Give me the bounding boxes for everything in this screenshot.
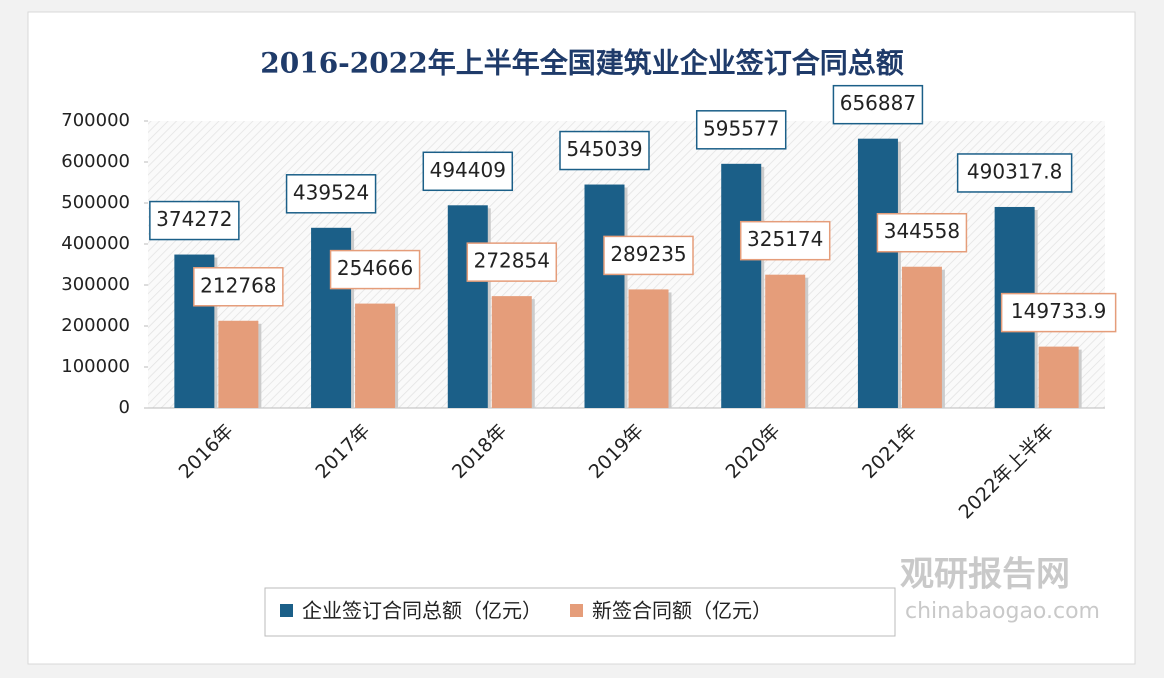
bar	[447, 205, 488, 408]
watermark-name: 观研报告网	[900, 555, 1070, 595]
data-label: 656887	[832, 84, 924, 125]
bar	[491, 296, 532, 408]
data-label-text: 212768	[200, 273, 276, 297]
data-label-text: 272854	[474, 249, 550, 273]
y-tick-label: 0	[119, 397, 130, 418]
data-label-box	[329, 249, 421, 290]
data-label: 289235	[603, 235, 694, 276]
bar	[628, 289, 669, 408]
data-label-text: 374272	[156, 207, 232, 231]
data-label: 494409	[422, 151, 514, 192]
legend-label: 企业签订合同总额（亿元）	[302, 599, 542, 623]
data-label: 374272	[149, 200, 240, 241]
legend-swatch	[570, 604, 583, 617]
bar	[901, 266, 942, 408]
y-tick-label: 400000	[61, 233, 130, 254]
data-label-text: 325174	[747, 227, 823, 251]
chart-title: 2016-2022年上半年全国建筑业企业签订合同总额	[260, 47, 903, 80]
data-label-box	[739, 220, 831, 261]
data-label: 490317.8	[956, 153, 1073, 193]
data-label: 595577	[695, 110, 787, 150]
data-label-box	[559, 130, 650, 171]
data-label-text: 595577	[703, 116, 779, 140]
data-label: 149733.9	[1000, 292, 1117, 333]
data-label: 344558	[876, 212, 968, 253]
y-tick-label: 100000	[61, 356, 130, 377]
bar	[584, 184, 625, 408]
watermark-url: chinabaogao.com	[905, 599, 1100, 624]
bar	[721, 163, 762, 408]
data-label: 545039	[559, 130, 650, 171]
data-label: 212768	[193, 267, 284, 307]
data-label-box	[695, 110, 787, 150]
data-label-text: 344558	[884, 219, 960, 243]
bar	[218, 320, 259, 408]
bar	[1038, 346, 1079, 408]
data-label-box	[876, 212, 968, 253]
y-tick-label: 300000	[61, 274, 130, 295]
data-label-text: 545039	[566, 137, 642, 161]
data-label-text: 656887	[840, 91, 916, 115]
data-label-text: 439524	[293, 180, 369, 204]
y-tick-label: 700000	[61, 110, 130, 131]
bar	[765, 274, 806, 408]
data-label: 439524	[285, 174, 377, 214]
y-tick-label: 500000	[61, 192, 130, 213]
y-tick-label: 200000	[61, 315, 130, 336]
data-label: 272854	[466, 242, 558, 282]
data-label-box	[422, 151, 514, 192]
data-label-box	[603, 235, 694, 276]
data-label-box	[832, 84, 924, 125]
data-label: 325174	[739, 220, 831, 261]
data-label-text: 494409	[430, 158, 506, 182]
data-label-box	[956, 153, 1073, 193]
bar	[857, 138, 898, 408]
data-label-text: 149733.9	[1011, 299, 1106, 323]
data-label-text: 490317.8	[967, 159, 1062, 183]
data-label-box	[1000, 292, 1117, 333]
y-tick-label: 600000	[61, 151, 130, 172]
data-label-text: 254666	[337, 256, 413, 280]
bar	[355, 303, 396, 408]
data-label-box	[149, 200, 240, 241]
data-label: 254666	[329, 249, 421, 290]
data-label-box	[466, 242, 558, 282]
legend-swatch	[280, 604, 293, 617]
data-label-box	[193, 267, 284, 307]
legend-label: 新签合同额（亿元）	[592, 599, 772, 623]
data-label-box	[285, 174, 377, 214]
data-label-text: 289235	[610, 242, 686, 266]
